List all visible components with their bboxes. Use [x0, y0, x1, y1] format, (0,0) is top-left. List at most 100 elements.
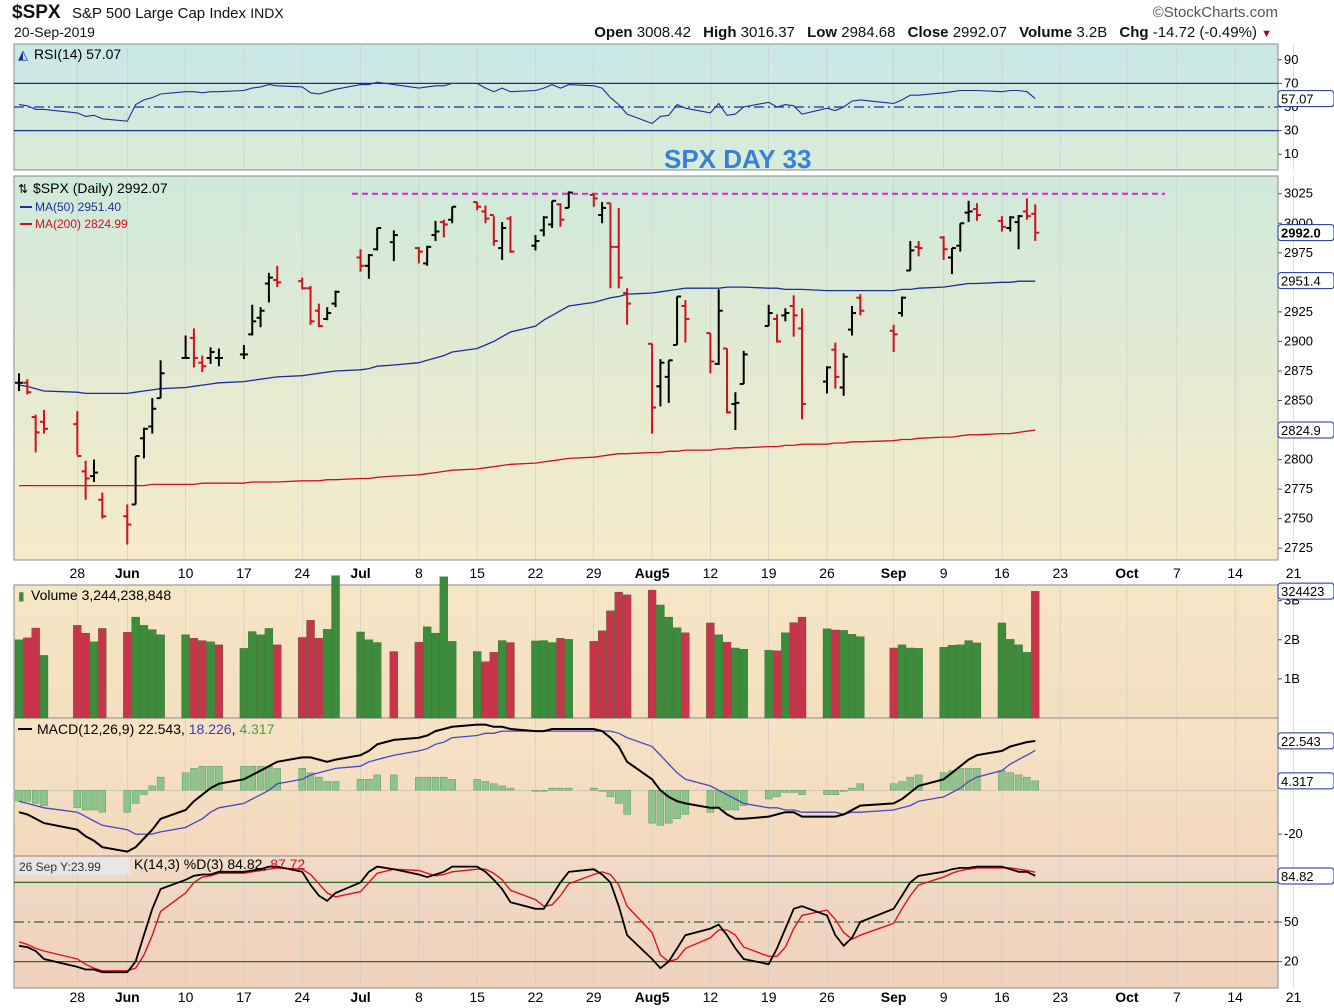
- x-tick-label: Sep: [881, 565, 907, 581]
- volume-bar: [14, 639, 24, 719]
- macd-hist-bar: [1006, 772, 1014, 791]
- macd-hist-bar: [206, 765, 215, 791]
- macd-hist-bar: [323, 781, 331, 791]
- volume-bar: [356, 631, 365, 719]
- x-tick-label: Sep: [881, 989, 907, 1005]
- ticker-symbol: $SPX: [12, 2, 61, 23]
- y-tick-label: 2875: [1284, 363, 1313, 378]
- macd-hist-bar: [889, 783, 898, 791]
- volume-bar: [264, 628, 274, 719]
- volume-bar: [206, 641, 215, 719]
- volume-bar: [797, 616, 807, 719]
- macd-hist-bar: [665, 790, 673, 824]
- macd-hist-bar: [964, 768, 973, 791]
- macd-hist-bar: [81, 790, 90, 811]
- rsi-series: [14, 81, 1278, 132]
- volume-bar: [647, 589, 657, 719]
- x-tick-label: 16: [994, 989, 1010, 1005]
- volume-bar: [964, 640, 973, 719]
- y-tick-label: 1B: [1284, 671, 1300, 686]
- stoch-k-line: [18, 865, 1036, 974]
- stoch-value-tag-box: [1277, 867, 1334, 885]
- volume-bar: [706, 622, 715, 719]
- macd-hist-bar: [123, 790, 131, 813]
- price-legend: ⇅ $SPX (Daily) 2992.07 MA(50) 2951.40 MA…: [18, 180, 168, 231]
- macd-hist-bar: [140, 790, 148, 795]
- x-tick-label: Jul: [350, 565, 370, 581]
- macd-value-tag-box: [1277, 732, 1334, 750]
- macd-hist-bar: [198, 765, 206, 791]
- macd-hist-bar: [540, 790, 548, 792]
- stoch-legend: 26 Sep Y:23.99 K(14,3) %D(3) 84.82, 87.7…: [16, 856, 305, 875]
- ma200-line: [19, 429, 1036, 487]
- macd-hist-bar: [773, 790, 781, 798]
- macd-hist-bar: [914, 774, 923, 791]
- ma200-legend-text: MA(200) 2824.99: [35, 217, 128, 231]
- volume-bar: [414, 641, 423, 719]
- macd-hist-bar: [565, 787, 573, 791]
- macd-hist-bar: [306, 772, 315, 791]
- y-tick-label: 70: [1284, 75, 1298, 90]
- rsi-legend: ◭ RSI(14) 57.07: [18, 46, 121, 62]
- rsi-value-tag: 57.07: [1281, 92, 1314, 107]
- volume-bar: [239, 648, 249, 719]
- y-tick-label: 2900: [1284, 333, 1313, 348]
- volume-bar: [714, 634, 723, 719]
- macd-hist-bar: [331, 781, 340, 791]
- x-tick-label: 29: [586, 565, 602, 581]
- macd-hist-bar: [31, 790, 40, 804]
- macd-hist-bar: [131, 790, 140, 804]
- volume-bar: [189, 638, 199, 719]
- volume-bar: [622, 594, 632, 719]
- macd-hist-bar: [939, 772, 948, 791]
- volume-bar: [256, 634, 265, 719]
- volume-bar: [481, 661, 490, 719]
- y-tick-label: 30: [1284, 123, 1298, 138]
- macd-hist-bar: [590, 787, 598, 791]
- hover-readout-box: [16, 857, 130, 875]
- chart-header: $SPX S&P 500 Large Cap Index INDX 20-Sep…: [0, 0, 1334, 44]
- macd-hist-bar: [765, 790, 773, 800]
- macd-legend-text: MACD(12,26,9) 22.543, 18.226, 4.317: [37, 721, 275, 737]
- x-tick-label: 26: [819, 989, 835, 1005]
- volume-bar: [781, 632, 790, 719]
- macd-legend: MACD(12,26,9) 22.543, 18.226, 4.317: [18, 721, 275, 737]
- x-tick-label: Oct: [1115, 989, 1139, 1005]
- volume-panel: [13, 584, 1279, 719]
- macd-hist-bar: [506, 787, 515, 791]
- y-tick-label: 50: [1284, 914, 1298, 929]
- volume-bar: [1006, 639, 1015, 719]
- volume-bar: [331, 575, 340, 719]
- volume-bar: [139, 625, 149, 719]
- volume-bar: [997, 622, 1007, 719]
- volume-bar: [423, 626, 432, 719]
- brand-logo[interactable]: ©StockCharts.com: [1152, 4, 1278, 21]
- volume-bar: [306, 620, 315, 719]
- x-tick-label: 9: [940, 565, 948, 581]
- macd-hist-bar: [265, 765, 273, 791]
- volume-bar: [547, 642, 557, 719]
- volume-bar: [431, 632, 440, 719]
- x-tick-label: Aug5: [635, 565, 670, 581]
- ma50-value-tag-box: [1277, 272, 1334, 290]
- x-tick-label: 8: [415, 565, 423, 581]
- volume-bar: [939, 647, 948, 719]
- volume-bar: [198, 640, 207, 719]
- volume-bar: [506, 642, 515, 719]
- chart-date: 20-Sep-2019: [14, 24, 95, 40]
- macd-hist-bar: [148, 785, 156, 791]
- rsi-legend-text: RSI(14) 57.07: [34, 46, 121, 62]
- volume-bar: [314, 638, 324, 719]
- chart-mini-icon: ◭: [18, 47, 28, 62]
- x-tick-label: 28: [70, 565, 86, 581]
- volume-bar: [831, 629, 840, 719]
- macd-hist-bar: [415, 776, 423, 791]
- volume-bar: [248, 631, 257, 719]
- volume-bar: [739, 649, 748, 719]
- y-tick-label: 2B: [1284, 632, 1300, 647]
- volume-bar: [373, 642, 382, 719]
- macd-hist-tag-box: [1277, 772, 1334, 790]
- macd-hist-bar: [98, 790, 107, 813]
- volume-bar: [323, 629, 332, 719]
